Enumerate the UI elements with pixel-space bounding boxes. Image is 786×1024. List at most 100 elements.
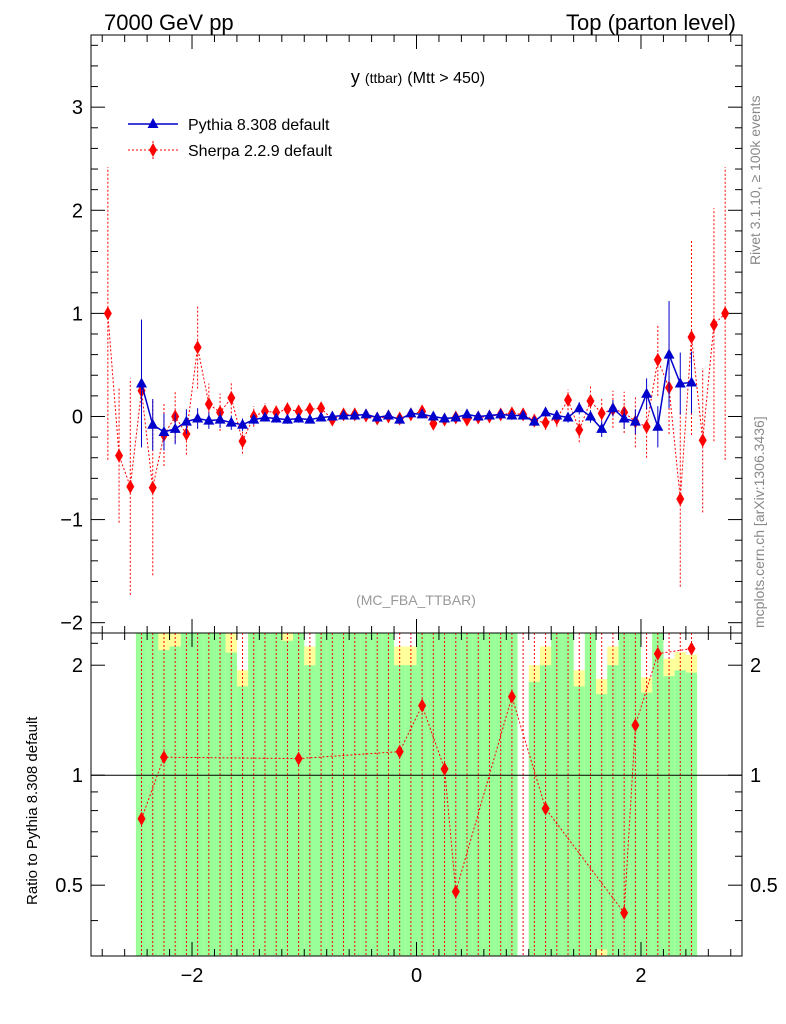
- data-point: [564, 392, 573, 407]
- ratio-y-tick-label-right: 2: [750, 655, 761, 677]
- uncertainty-band-green: [225, 652, 237, 956]
- data-point: [653, 352, 662, 367]
- data-point: [304, 413, 316, 424]
- data-point: [642, 419, 651, 434]
- data-point: [248, 413, 260, 424]
- data-point: [136, 377, 148, 388]
- uncertainty-band-green: [663, 676, 675, 956]
- data-point: [607, 402, 619, 413]
- ratio-data-point: [541, 801, 550, 816]
- ratio-data-point: [631, 718, 640, 733]
- side-rivet: Rivet 3.1.10, ≥ 100k events: [747, 95, 763, 265]
- data-point: [687, 330, 696, 345]
- data-point: [317, 401, 326, 416]
- data-point: [326, 410, 338, 421]
- data-point: [685, 376, 697, 387]
- data-point: [214, 413, 226, 424]
- data-point: [674, 377, 686, 388]
- data-point: [596, 422, 608, 433]
- y-tick-label: 2: [72, 200, 83, 222]
- data-point: [709, 317, 718, 332]
- data-point: [541, 415, 550, 430]
- data-point: [272, 405, 281, 420]
- data-point: [427, 410, 439, 421]
- data-point: [641, 387, 653, 398]
- ratio-data-point: [440, 761, 449, 776]
- data-point: [517, 409, 529, 420]
- data-point: [203, 414, 215, 425]
- data-point: [483, 409, 495, 420]
- data-point: [103, 306, 112, 321]
- ratio-data-point: [159, 750, 168, 765]
- legend-sherpa-label: Sherpa 2.2.9 default: [188, 143, 333, 160]
- data-point: [371, 411, 383, 422]
- data-point: [293, 412, 305, 423]
- data-point: [148, 480, 157, 495]
- data-point: [495, 408, 507, 419]
- header-left: 7000 GeV pp: [104, 10, 234, 35]
- data-point: [115, 448, 124, 463]
- ratio-data-point: [687, 641, 696, 656]
- title-rest: (Mtt > 450): [407, 70, 485, 87]
- ratio-data-point: [653, 646, 662, 661]
- data-point: [597, 406, 606, 421]
- ratio-ylabel: Ratio to Pythia 8.308 default: [24, 716, 41, 905]
- data-point: [227, 390, 236, 405]
- data-point: [270, 412, 282, 423]
- data-point: [294, 404, 303, 419]
- data-point: [551, 409, 563, 420]
- legend-pythia-label: Pythia 8.308 default: [188, 117, 330, 134]
- data-point: [305, 402, 314, 417]
- data-point: [158, 425, 170, 436]
- plot-title: y (ttbar) (Mtt > 450): [351, 67, 485, 87]
- data-point: [461, 408, 473, 419]
- data-point: [472, 410, 484, 421]
- data-point: [629, 415, 641, 426]
- data-point: [238, 434, 247, 449]
- data-point: [360, 408, 372, 419]
- y-tick-label: −1: [60, 510, 83, 532]
- data-point: [126, 479, 135, 494]
- ratio-y-tick-label: 0.5: [55, 875, 83, 897]
- data-point: [528, 415, 540, 426]
- ratio-y-tick-label-right: 0.5: [750, 875, 778, 897]
- data-point: [721, 306, 730, 321]
- data-point: [192, 412, 204, 423]
- data-point: [147, 418, 159, 429]
- x-tick-label: 0: [411, 965, 422, 987]
- uncertainty-band-green: [640, 692, 653, 956]
- legend-sherpa-marker: [149, 143, 157, 157]
- y-tick-label: −2: [60, 613, 83, 635]
- y-tick-label: 1: [72, 303, 83, 325]
- legend: Pythia 8.308 default Sherpa 2.2.9 defaul…: [128, 117, 333, 160]
- ratio-frame: [90, 632, 743, 957]
- data-point: [180, 415, 192, 426]
- ratio-data-point: [137, 811, 146, 826]
- main-panel: −2 −1 0 1 2 3: [60, 35, 742, 644]
- data-point: [260, 404, 269, 419]
- title-main: y: [351, 67, 360, 87]
- title-small: (ttbar): [365, 70, 402, 86]
- ratio-data-point: [620, 905, 629, 920]
- data-point: [338, 409, 350, 420]
- ratio-data-point: [418, 698, 427, 713]
- data-point: [349, 409, 361, 420]
- data-point: [676, 491, 685, 506]
- data-point: [618, 412, 630, 423]
- data-point: [663, 348, 675, 359]
- ratio-y-tick-label-right: 1: [750, 765, 761, 787]
- data-point: [540, 406, 552, 417]
- side-mcplots: mcplots.cern.ch [arXiv:1306.3436]: [751, 416, 767, 628]
- y-tick-label: 0: [72, 406, 83, 428]
- series-line: [140, 351, 692, 433]
- data-point: [315, 411, 327, 422]
- data-point: [575, 422, 584, 437]
- data-point: [237, 418, 249, 429]
- y-tick-label: 3: [72, 97, 83, 119]
- data-point: [204, 397, 213, 412]
- data-point: [169, 422, 181, 433]
- data-point: [439, 412, 451, 423]
- x-tick-label: 2: [635, 965, 646, 987]
- data-point: [259, 411, 271, 422]
